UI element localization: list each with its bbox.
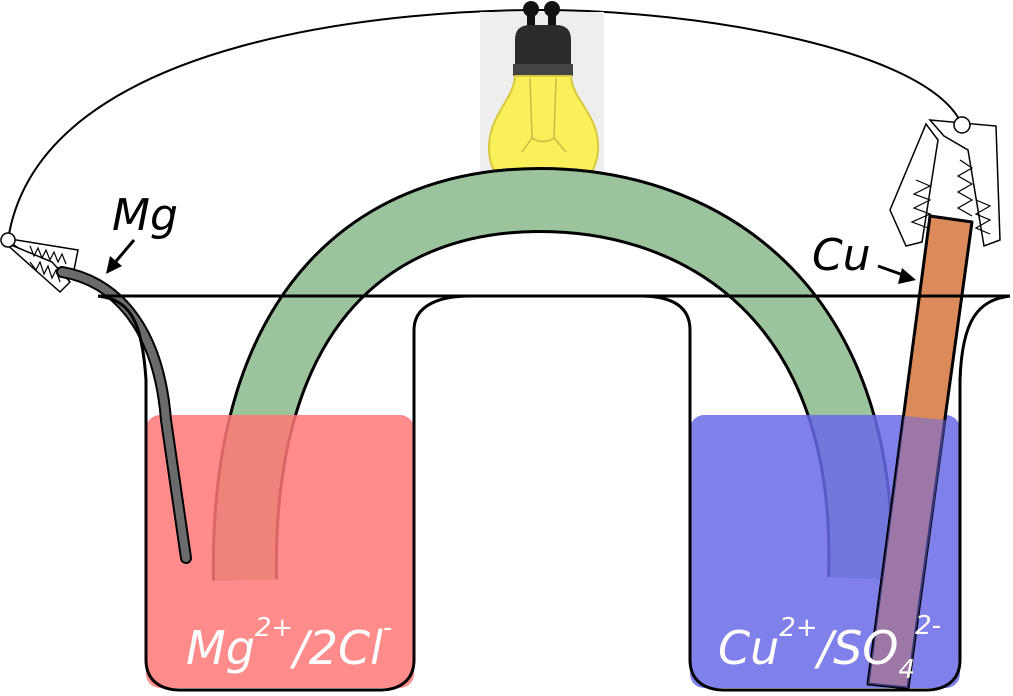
left-alligator-clip [0, 232, 79, 294]
left-solution [146, 415, 414, 688]
cu-label: Cu [812, 230, 871, 281]
salt-bridge [211, 166, 894, 581]
left-solution-label: Mg2+/2Cl- [186, 613, 392, 675]
mg-label: Mg [112, 190, 178, 241]
right-solution-label: Cu2+/SO42- [718, 611, 941, 685]
mg-arrow [106, 239, 136, 274]
light-bulb [480, 1, 604, 202]
right-alligator-clip [889, 116, 1001, 248]
cu-arrow [877, 264, 916, 284]
salt-bridge-label: K+/Cl- [496, 231, 585, 271]
right-beaker [639, 294, 1011, 692]
circuit-wire [7, 8, 963, 241]
copper-electrode [866, 214, 974, 690]
left-beaker [97, 294, 471, 692]
